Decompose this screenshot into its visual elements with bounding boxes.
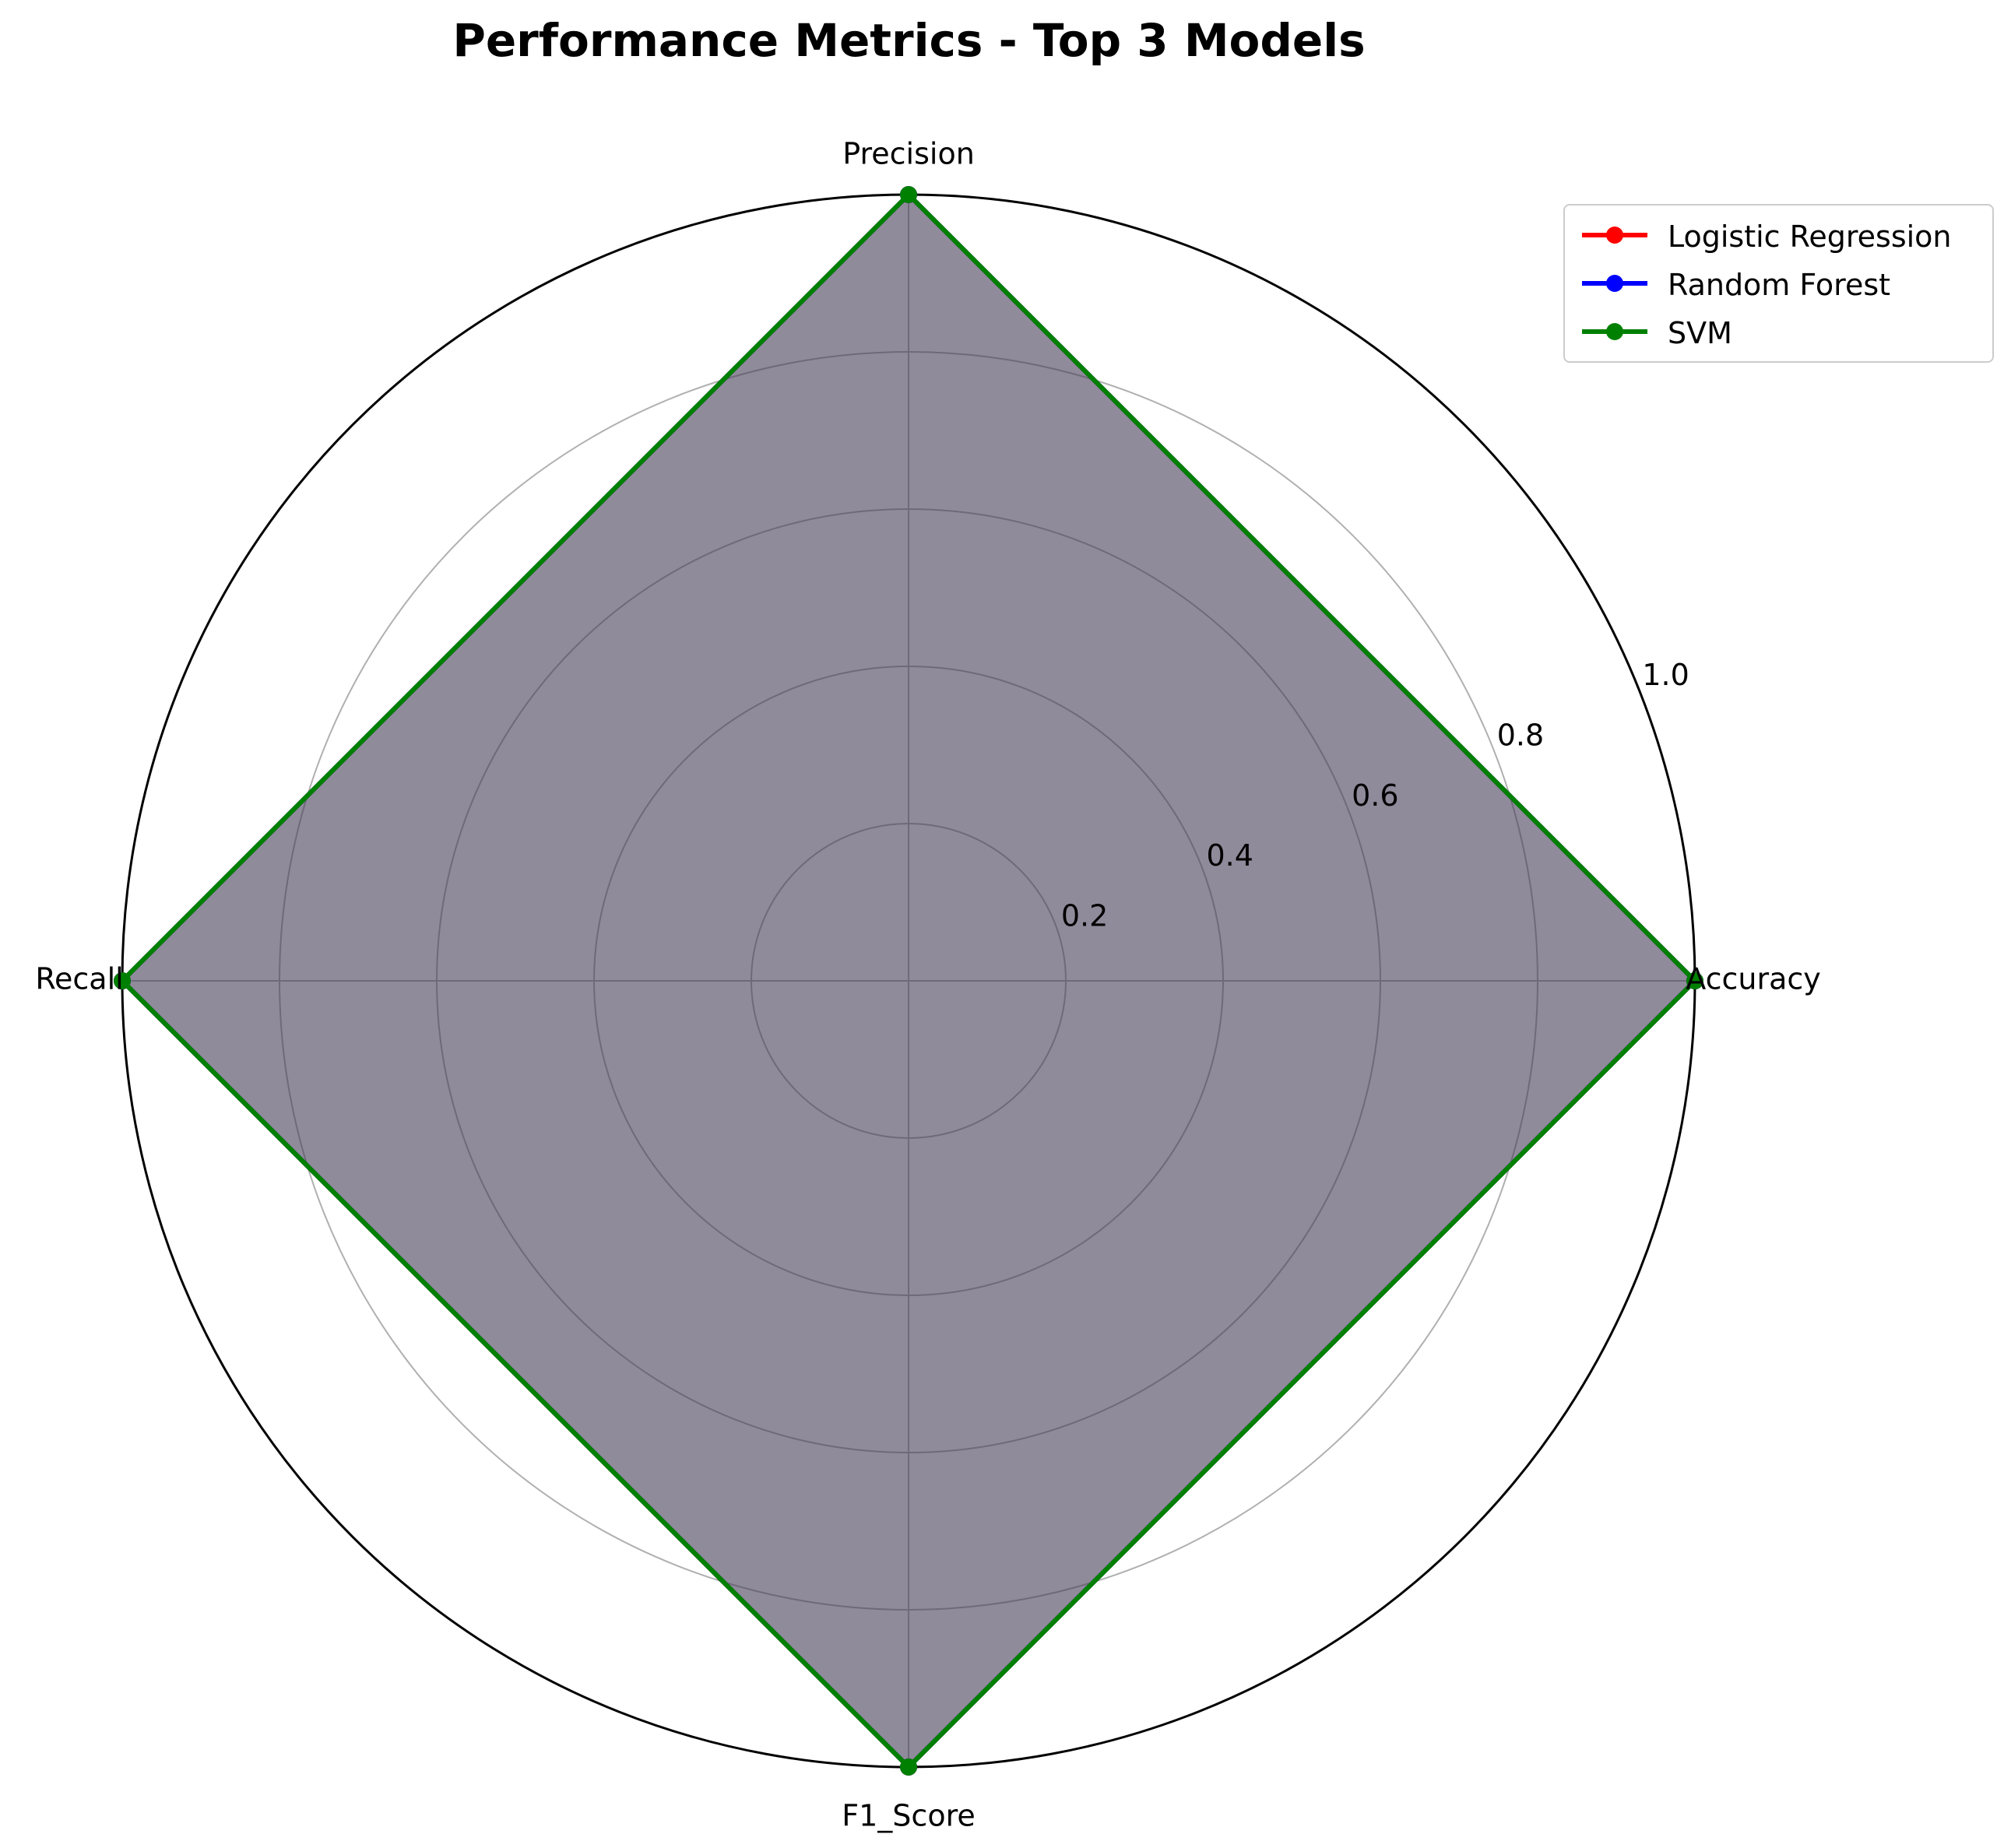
series-fill-2 — [122, 195, 1695, 1767]
series-layer — [114, 186, 1703, 1776]
legend-swatch-1 — [1582, 275, 1647, 292]
legend-item-2: SVM — [1565, 310, 1992, 353]
legend-swatch-2 — [1582, 323, 1647, 340]
legend-swatch-0 — [1582, 227, 1647, 244]
radial-tick-label: 0.6 — [1352, 778, 1398, 813]
legend-item-0: Logistic Regression — [1565, 213, 1992, 257]
series-point-2-precision — [900, 186, 917, 203]
radial-tick-label: 0.2 — [1061, 898, 1108, 933]
radial-tick-label: 0.4 — [1206, 838, 1253, 873]
radial-tick-label: 1.0 — [1642, 658, 1689, 692]
series-point-2-f1_score — [900, 1758, 917, 1776]
category-label-f1_score: F1_Score — [842, 1799, 975, 1833]
radial-tick-label: 0.8 — [1497, 718, 1544, 752]
legend-label-2: SVM — [1668, 316, 1732, 350]
label-layer: 0.2 0.4 0.6 0.8 1.0 Accuracy Precision Recall F1… — [35, 137, 1820, 1833]
legend-label-1: Random Forest — [1668, 268, 1891, 302]
legend: Logistic Regression Random Forest SVM — [1563, 204, 1994, 363]
series-point-2-recall — [114, 972, 131, 989]
fill-layer — [122, 195, 1695, 1767]
series-point-2-accuracy — [1686, 972, 1703, 989]
legend-label-0: Logistic Regression — [1668, 220, 1952, 254]
chart-title: Performance Metrics - Top 3 Models — [452, 14, 1366, 67]
category-label-recall: Recall — [35, 962, 123, 996]
legend-item-1: Random Forest — [1565, 262, 1992, 305]
category-label-precision: Precision — [842, 137, 975, 171]
category-label-accuracy: Accuracy — [1686, 962, 1821, 996]
